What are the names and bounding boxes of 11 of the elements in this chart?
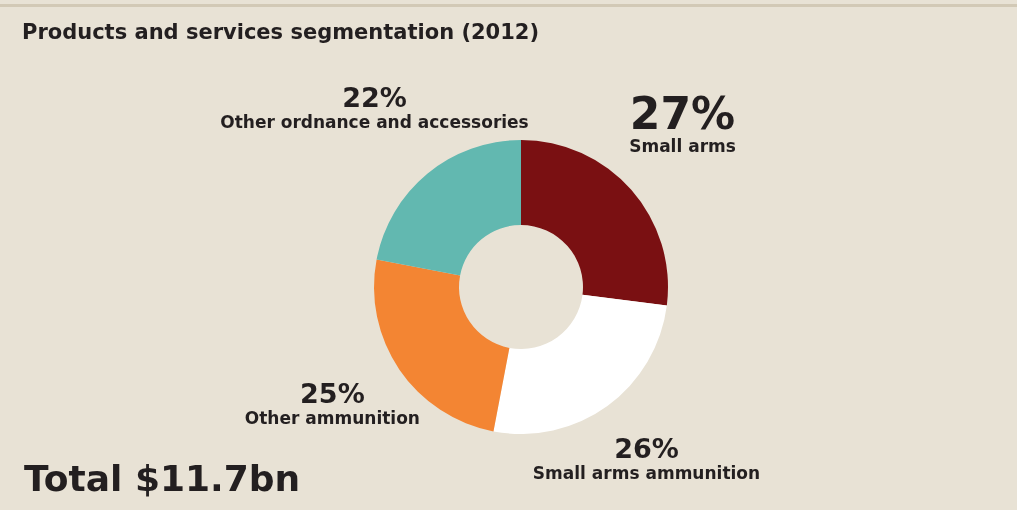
donut-slice <box>493 294 667 434</box>
data-label: 22% <box>342 81 407 113</box>
donut-slice <box>376 140 521 276</box>
chart-title: Products and services segmentation (2012) <box>22 20 540 44</box>
slice-label: Small arms ammunition <box>532 462 761 483</box>
data-label: 25% <box>300 377 365 409</box>
text: Total $11.7bn <box>24 458 301 499</box>
slice-label: Other ordnance and accessories <box>220 111 529 132</box>
data-label: 26% <box>614 432 679 464</box>
slice-label: Small arms <box>629 136 736 157</box>
slice-label: Other ammunition <box>244 407 420 428</box>
